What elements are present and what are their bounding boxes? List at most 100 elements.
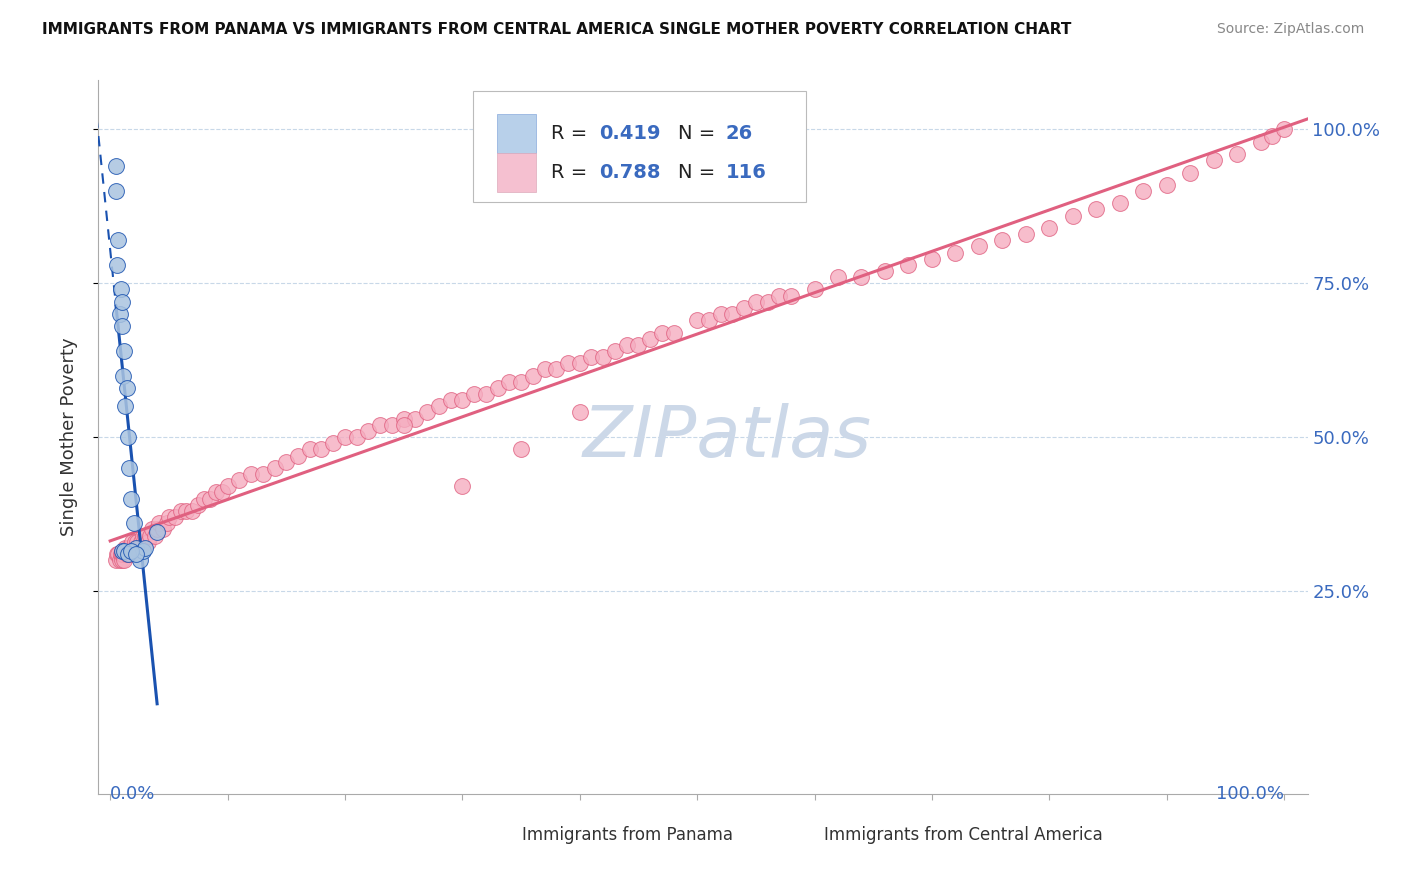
Point	[498, 375, 520, 389]
Point	[756, 294, 779, 309]
Point	[155, 516, 177, 531]
Point	[510, 375, 533, 389]
Point	[139, 528, 162, 542]
Point	[141, 522, 163, 536]
Text: 100.0%: 100.0%	[1216, 785, 1284, 803]
Text: IMMIGRANTS FROM PANAMA VS IMMIGRANTS FROM CENTRAL AMERICA SINGLE MOTHER POVERTY : IMMIGRANTS FROM PANAMA VS IMMIGRANTS FRO…	[42, 22, 1071, 37]
Point	[110, 547, 132, 561]
Point	[148, 516, 170, 531]
Point	[132, 528, 155, 542]
Point	[118, 460, 141, 475]
Point	[108, 553, 131, 567]
Point	[287, 449, 309, 463]
Point	[132, 544, 155, 558]
Point	[873, 264, 896, 278]
Point	[662, 326, 685, 340]
Point	[439, 393, 461, 408]
Point	[392, 411, 415, 425]
Point	[463, 387, 485, 401]
Point	[122, 541, 145, 555]
Point	[125, 547, 148, 561]
Point	[112, 343, 135, 358]
FancyBboxPatch shape	[479, 819, 513, 847]
Point	[117, 547, 139, 561]
Point	[120, 491, 142, 506]
Point	[240, 467, 263, 481]
Point	[169, 504, 191, 518]
Text: R =: R =	[551, 162, 593, 182]
Point	[120, 544, 142, 558]
Point	[134, 541, 156, 555]
Point	[107, 547, 129, 561]
Point	[112, 547, 135, 561]
Point	[651, 326, 673, 340]
Point	[638, 332, 661, 346]
Point	[152, 522, 174, 536]
Point	[105, 160, 128, 174]
Point	[163, 510, 186, 524]
Point	[1226, 147, 1249, 161]
Text: Immigrants from Panama: Immigrants from Panama	[522, 826, 733, 844]
Point	[136, 534, 159, 549]
Text: 0.0%: 0.0%	[110, 785, 156, 803]
Point	[803, 282, 825, 296]
Point	[124, 534, 146, 549]
Point	[108, 307, 131, 321]
Point	[322, 436, 344, 450]
Point	[111, 294, 134, 309]
Point	[111, 544, 134, 558]
Point	[546, 362, 568, 376]
Point	[298, 442, 321, 457]
Point	[114, 400, 136, 414]
Point	[193, 491, 215, 506]
Point	[557, 356, 579, 370]
Point	[105, 258, 128, 272]
Point	[592, 350, 614, 364]
Point	[217, 479, 239, 493]
Point	[252, 467, 274, 481]
Point	[1085, 202, 1108, 217]
Point	[945, 245, 967, 260]
Point	[121, 534, 143, 549]
Point	[1108, 196, 1130, 211]
Point	[105, 184, 128, 198]
Point	[112, 544, 135, 558]
Point	[710, 307, 733, 321]
Point	[112, 368, 135, 383]
Point	[486, 381, 509, 395]
Point	[745, 294, 768, 309]
Point	[181, 504, 204, 518]
Text: Source: ZipAtlas.com: Source: ZipAtlas.com	[1216, 22, 1364, 37]
Point	[111, 547, 134, 561]
Point	[228, 473, 250, 487]
Point	[475, 387, 498, 401]
FancyBboxPatch shape	[498, 153, 536, 192]
FancyBboxPatch shape	[498, 114, 536, 153]
Point	[115, 547, 138, 561]
Point	[276, 455, 298, 469]
Point	[176, 504, 198, 518]
Point	[451, 393, 474, 408]
Point	[780, 288, 803, 302]
Point	[204, 485, 226, 500]
Point	[110, 282, 132, 296]
Point	[120, 547, 142, 561]
Point	[115, 381, 138, 395]
Point	[333, 430, 356, 444]
Text: 0.419: 0.419	[599, 124, 661, 144]
Text: R =: R =	[551, 124, 593, 144]
Point	[851, 270, 873, 285]
Point	[568, 356, 591, 370]
Point	[581, 350, 603, 364]
Point	[616, 338, 638, 352]
Point	[697, 313, 720, 327]
Point	[134, 528, 156, 542]
Text: 116: 116	[725, 162, 766, 182]
Point	[522, 368, 544, 383]
Point	[603, 343, 626, 358]
Text: N =: N =	[678, 162, 721, 182]
Point	[129, 534, 152, 549]
Point	[733, 301, 755, 315]
Point	[1272, 122, 1295, 136]
Point	[120, 541, 142, 555]
